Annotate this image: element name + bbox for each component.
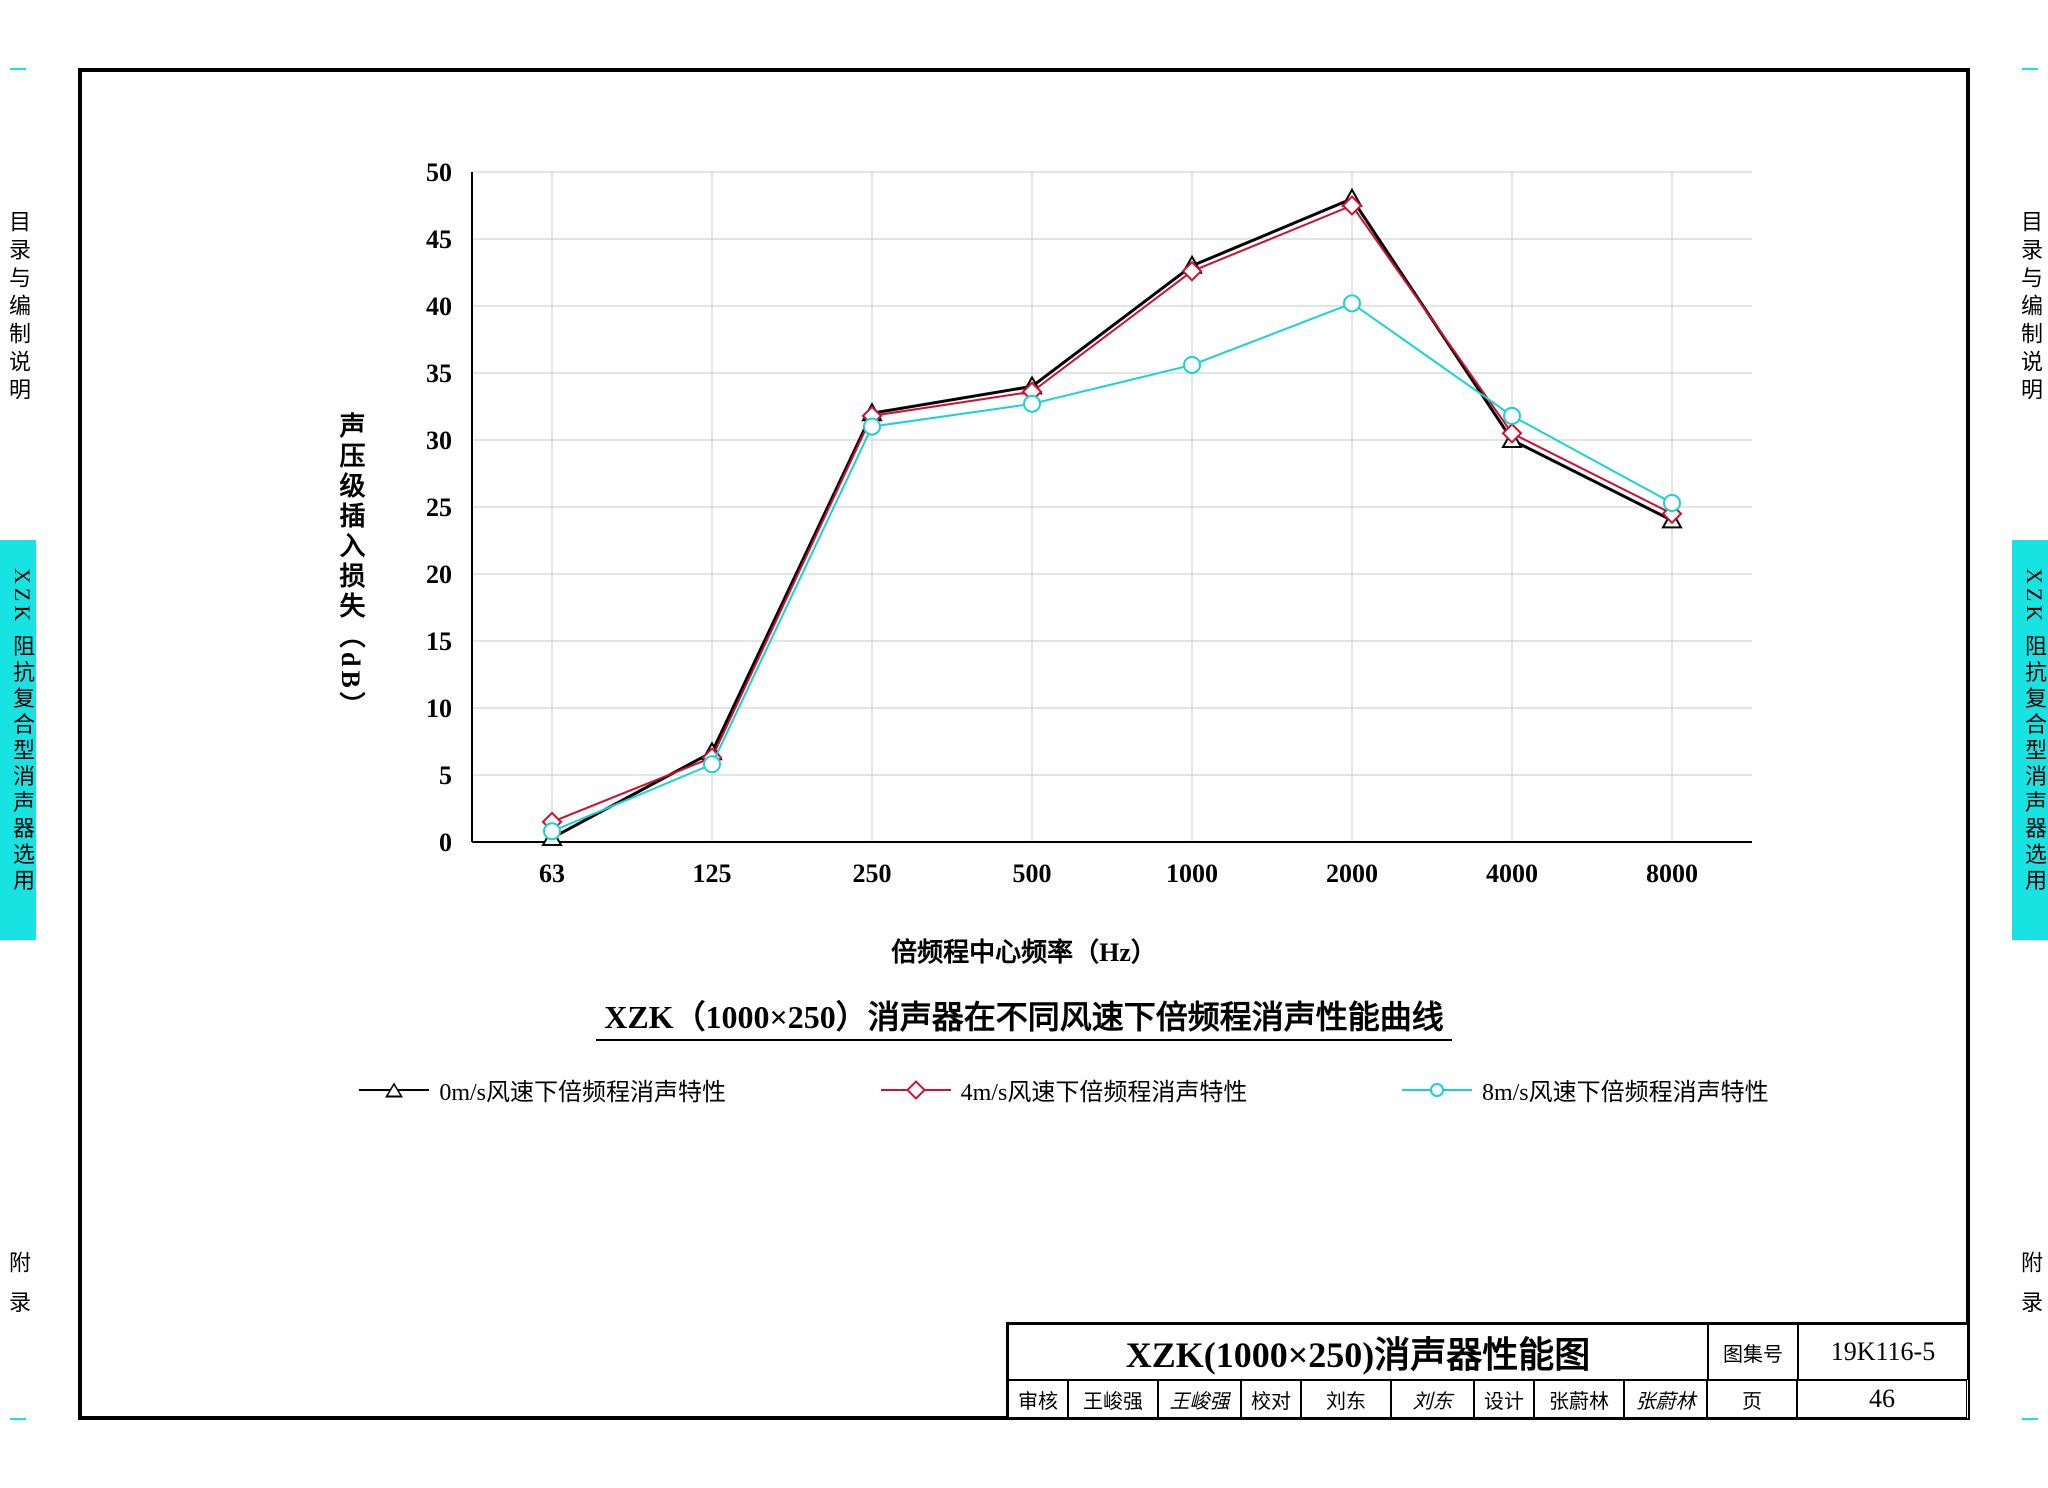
- svg-text:1000: 1000: [1166, 859, 1218, 888]
- svg-text:8000: 8000: [1646, 859, 1698, 888]
- svg-text:500: 500: [1013, 859, 1052, 888]
- titleblock-role-label: 设计: [1474, 1380, 1534, 1418]
- chart-svg: 0 5 10 15 20 25 30 35 40 45 50 63 125 250 500 1000 2000 4…: [162, 112, 1892, 892]
- legend-label: 0m/s风速下倍频程消声特性: [439, 1072, 726, 1107]
- sidebar-section-box: XZK 阻抗复合型消声器选用: [0, 540, 36, 940]
- titleblock-name: 刘东: [1301, 1380, 1391, 1418]
- svg-text:45: 45: [426, 225, 452, 254]
- drawing-set-label: 图集号: [1708, 1324, 1798, 1380]
- sidebar-appendix-label: 附 录: [2014, 1251, 2046, 1319]
- sidebar-section-label: XZK 阻抗复合型消声器选用: [0, 540, 44, 923]
- crop-mark: [10, 1418, 26, 1420]
- titleblock-signature: 刘东: [1391, 1380, 1474, 1418]
- sidebar-section-label: XZK 阻抗复合型消声器选用: [2012, 540, 2048, 923]
- x-axis-label: 倍频程中心频率（Hz）: [162, 932, 1886, 969]
- title-block: XZK(1000×250)消声器性能图图集号19K116-5审核王峻强王峻强校对…: [1006, 1322, 1970, 1420]
- svg-text:20: 20: [426, 560, 452, 589]
- y-axis-label: 声压级插入损失（dB）: [332, 412, 369, 722]
- svg-text:0: 0: [439, 828, 452, 857]
- page: 目录与编制说明 XZK 阻抗复合型消声器选用 附 录 目录与编制说明 XZK 阻…: [0, 0, 2048, 1488]
- svg-text:10: 10: [426, 694, 452, 723]
- legend-label: 8m/s风速下倍频程消声特性: [1482, 1072, 1769, 1107]
- crop-mark: [2022, 1418, 2038, 1420]
- page-label: 页: [1707, 1380, 1797, 1418]
- crop-mark: [10, 68, 26, 70]
- legend-label: 4m/s风速下倍频程消声特性: [961, 1072, 1248, 1107]
- sidebar-appendix-label: 附 录: [2, 1251, 34, 1319]
- legend-item: 0m/s风速下倍频程消声特性: [359, 1072, 726, 1107]
- titleblock-name: 张蔚林: [1534, 1380, 1624, 1418]
- svg-text:125: 125: [693, 859, 732, 888]
- svg-text:35: 35: [426, 359, 452, 388]
- titleblock-role-label: 审核: [1008, 1380, 1068, 1418]
- titleblock-signature: 张蔚林: [1624, 1380, 1707, 1418]
- svg-text:250: 250: [853, 859, 892, 888]
- sidebar-toc-label: 目录与编制说明: [2014, 210, 2046, 406]
- svg-text:50: 50: [426, 158, 452, 187]
- titleblock-title: XZK(1000×250)消声器性能图: [1008, 1324, 1708, 1380]
- legend-item: 4m/s风速下倍频程消声特性: [881, 1072, 1248, 1107]
- drawing-frame: 0 5 10 15 20 25 30 35 40 45 50 63 125 250 500 1000 2000 4…: [78, 68, 1970, 1420]
- chart-title: XZK（1000×250）消声器在不同风速下倍频程消声性能曲线: [162, 992, 1886, 1038]
- svg-text:25: 25: [426, 493, 452, 522]
- svg-text:4000: 4000: [1486, 859, 1538, 888]
- titleblock-signature: 王峻强: [1158, 1380, 1241, 1418]
- titleblock-name: 王峻强: [1068, 1380, 1158, 1418]
- legend: 0m/s风速下倍频程消声特性 4m/s风速下倍频程消声特性 8m/s风速下倍频程消声…: [282, 1072, 1846, 1107]
- svg-text:40: 40: [426, 292, 452, 321]
- sidebar-section-box: XZK 阻抗复合型消声器选用: [2012, 540, 2048, 940]
- svg-text:63: 63: [539, 859, 565, 888]
- svg-text:5: 5: [439, 761, 452, 790]
- svg-text:15: 15: [426, 627, 452, 656]
- titleblock-role-label: 校对: [1241, 1380, 1301, 1418]
- left-sidebar: 目录与编制说明 XZK 阻抗复合型消声器选用 附 录: [0, 0, 36, 1488]
- sidebar-toc-label: 目录与编制说明: [2, 210, 34, 406]
- crop-mark: [2022, 68, 2038, 70]
- svg-text:2000: 2000: [1326, 859, 1378, 888]
- drawing-set-value: 19K116-5: [1798, 1324, 1968, 1380]
- svg-text:30: 30: [426, 426, 452, 455]
- legend-item: 8m/s风速下倍频程消声特性: [1402, 1072, 1769, 1107]
- chart-area: 0 5 10 15 20 25 30 35 40 45 50 63 125 250 500 1000 2000 4…: [162, 112, 1886, 1216]
- page-number: 46: [1797, 1380, 1967, 1418]
- right-sidebar: 目录与编制说明 XZK 阻抗复合型消声器选用 附 录: [2012, 0, 2048, 1488]
